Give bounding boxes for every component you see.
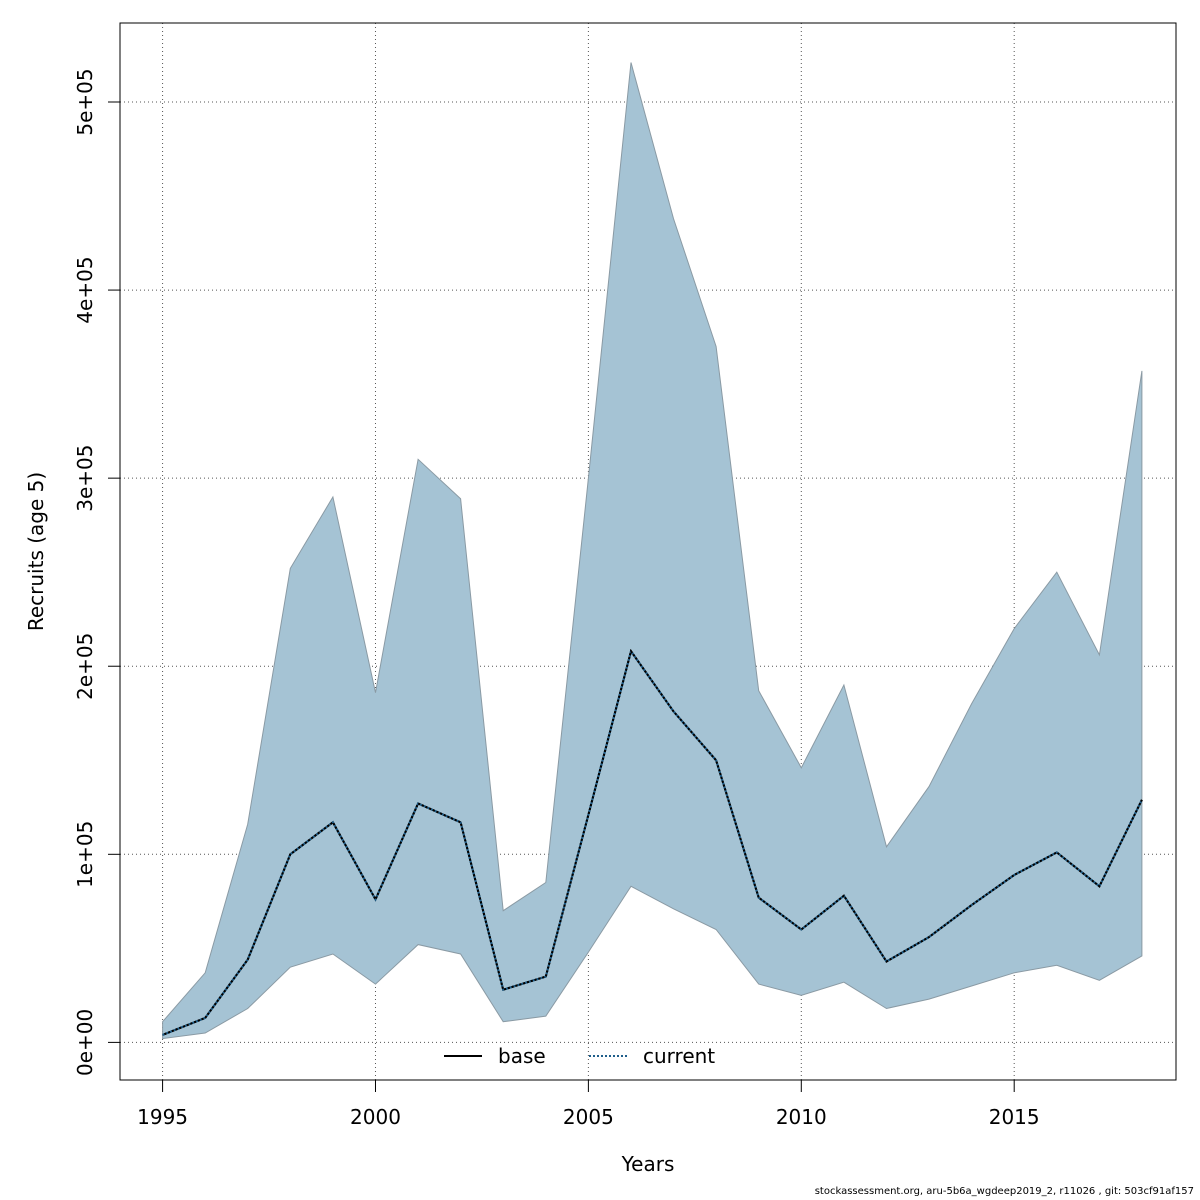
confidence-band-area [162, 62, 1143, 1040]
series-lines [162, 648, 1143, 1036]
y-tick-label-4: 4e+05 [73, 256, 97, 323]
confidence-band [162, 62, 1143, 1040]
x-axis: 1995 2000 2005 2010 2015 [137, 1079, 1040, 1129]
y-tick-label-2: 2e+05 [73, 633, 97, 700]
series-line-current-dots [162, 648, 1143, 1036]
y-axis-label: Recruits (age 5) [24, 472, 48, 631]
footer-credit: stockassessment.org, aru-5b6a_wgdeep2019… [814, 1186, 1194, 1197]
y-tick-label-5: 5e+05 [73, 68, 97, 135]
y-tick-label-1: 1e+05 [73, 821, 97, 888]
y-axis: 0e+00 1e+05 2e+05 3e+05 4e+05 5e+05 [73, 68, 121, 1076]
legend: base current [444, 1044, 715, 1068]
x-tick-label-4: 2015 [989, 1105, 1040, 1129]
series-line-current [162, 648, 1143, 1036]
y-tick-label-3: 3e+05 [73, 445, 97, 512]
legend-label-current: current [643, 1044, 715, 1068]
x-tick-label-3: 2010 [776, 1105, 827, 1129]
x-axis-label: Years [621, 1152, 675, 1176]
legend-label-base: base [498, 1044, 546, 1068]
y-tick-label-0: 0e+00 [73, 1009, 97, 1076]
x-tick-label-0: 1995 [137, 1105, 188, 1129]
x-tick-label-2: 2005 [563, 1105, 614, 1129]
x-tick-label-1: 2000 [350, 1105, 401, 1129]
